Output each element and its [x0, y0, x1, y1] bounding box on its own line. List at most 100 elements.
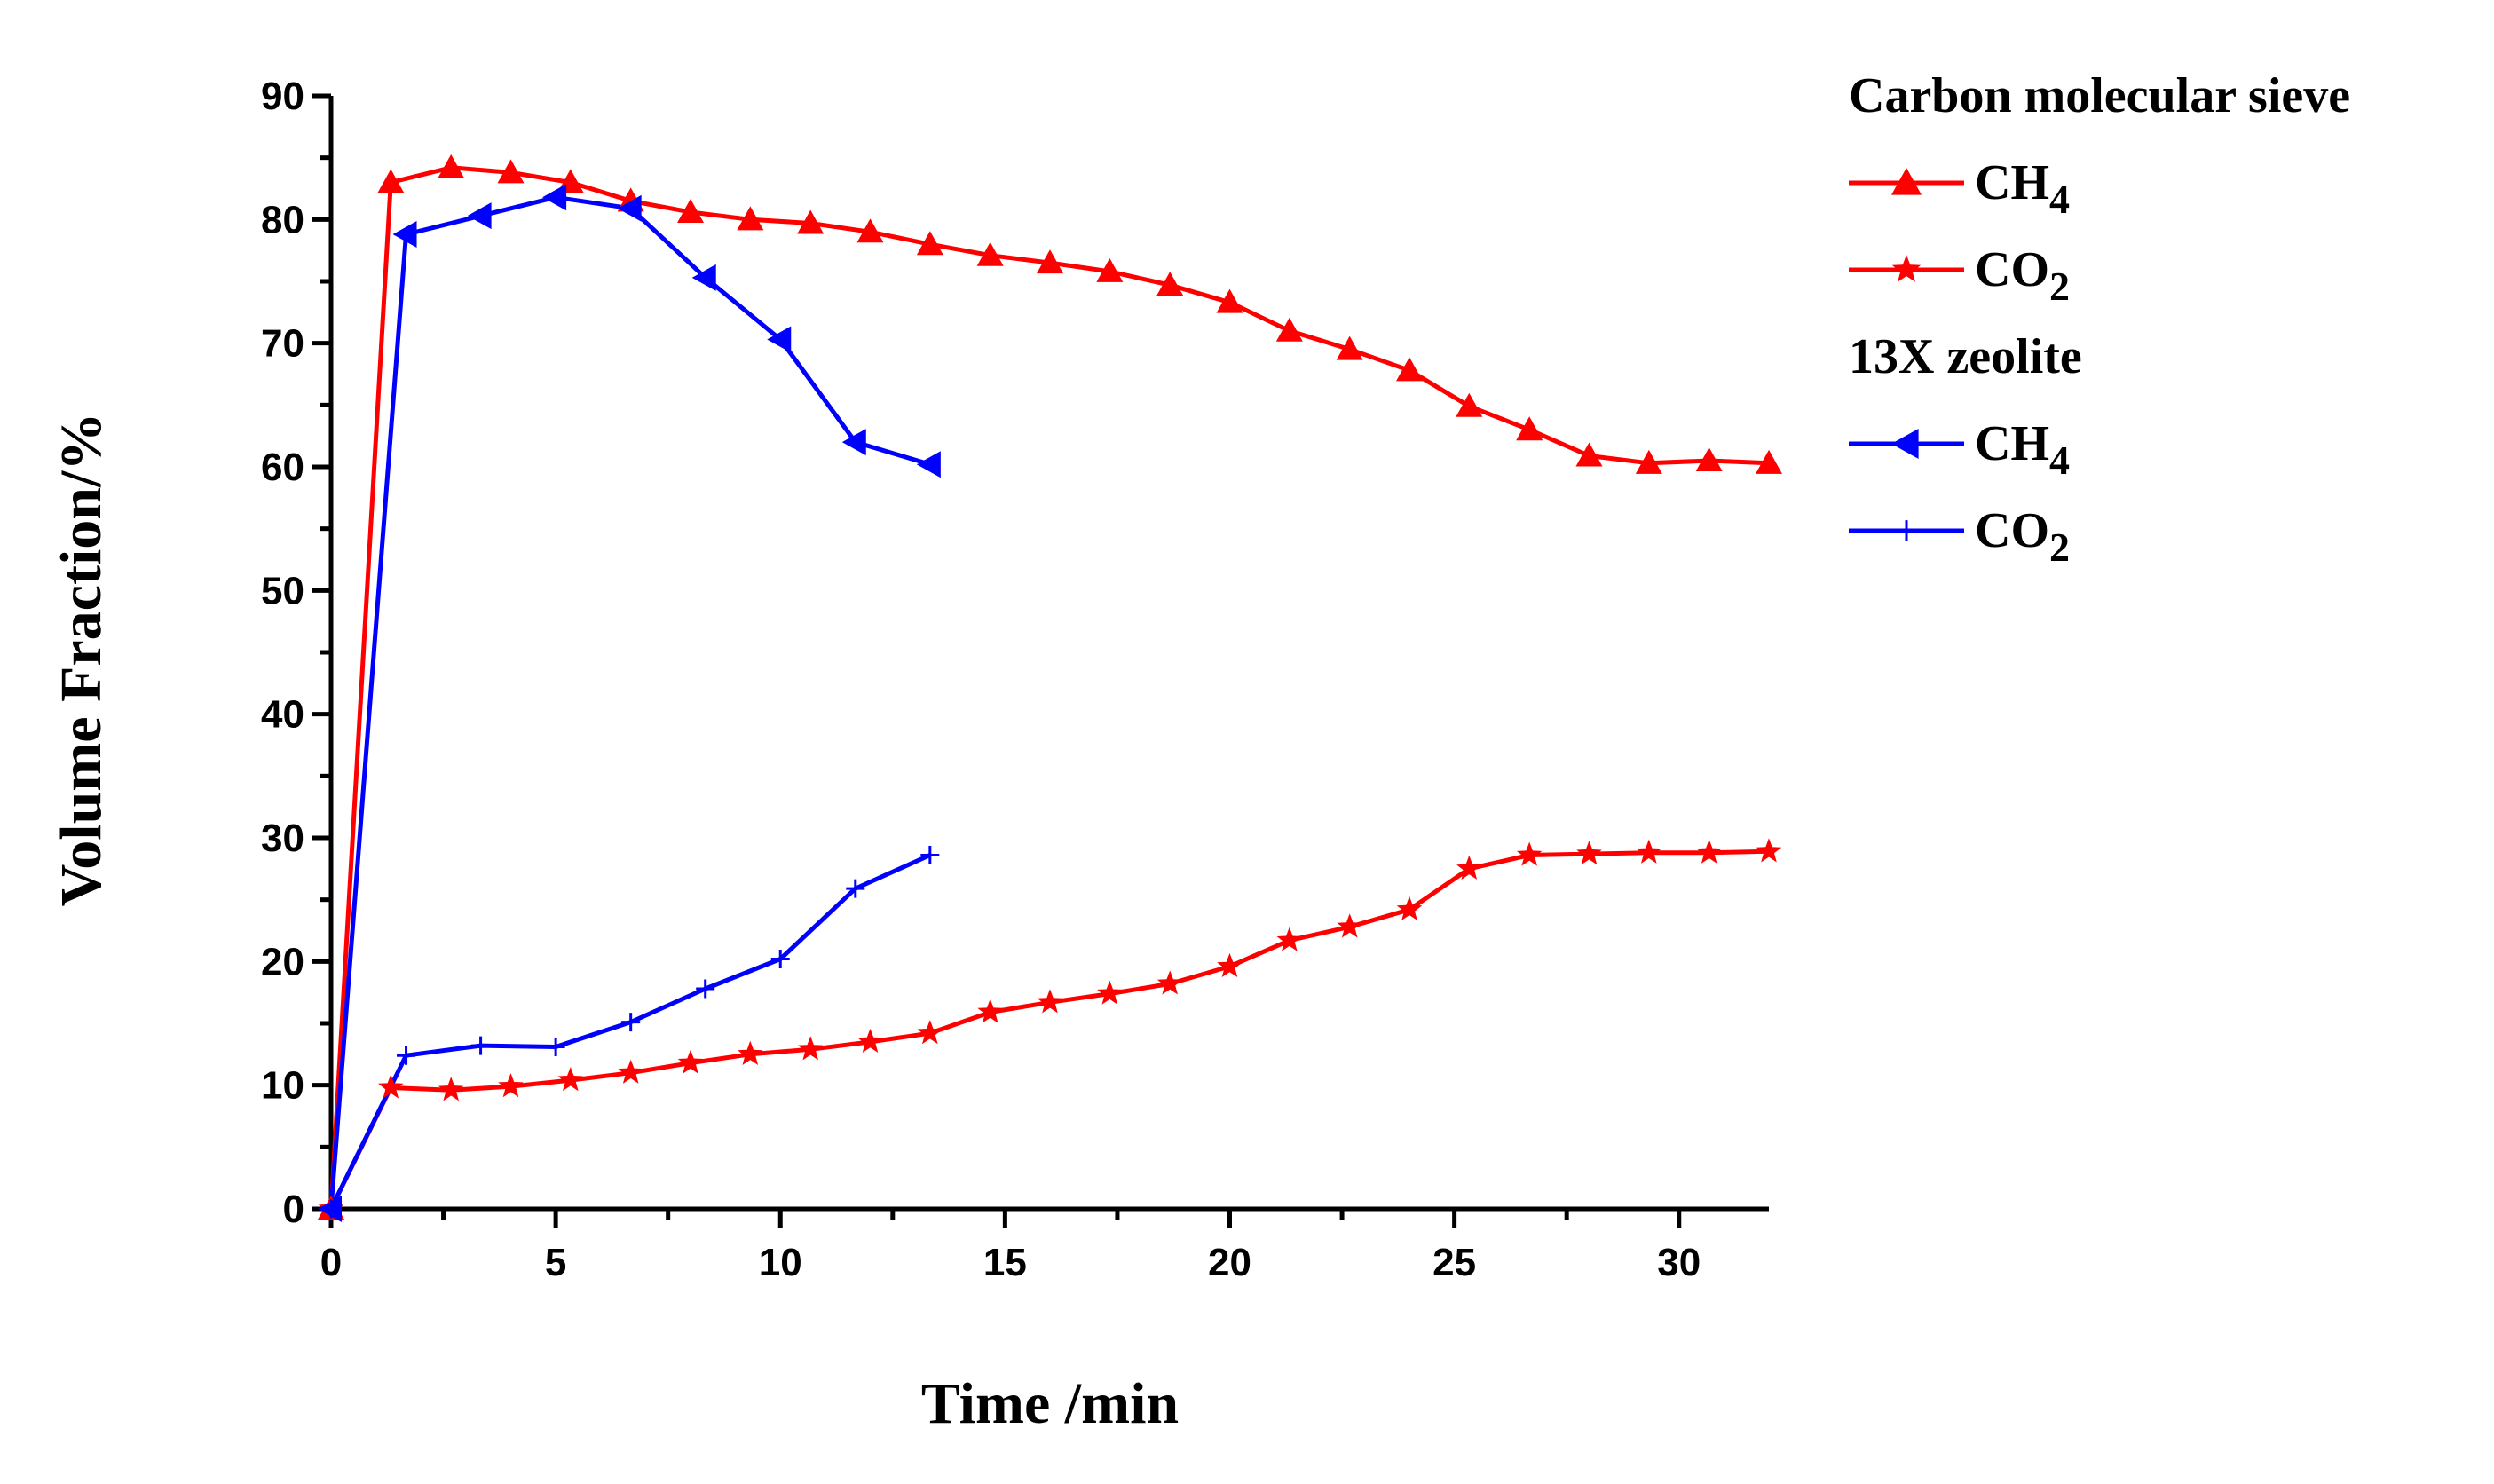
data-point — [1516, 841, 1543, 866]
data-point — [471, 1036, 491, 1055]
y-tick-label: 50 — [261, 569, 304, 612]
x-tick-label: 20 — [1208, 1241, 1251, 1284]
x-tick-label: 5 — [545, 1241, 566, 1284]
y-tick-label: 80 — [261, 198, 304, 241]
data-point — [1156, 272, 1184, 296]
data-point — [397, 1046, 416, 1065]
x-tick-label: 30 — [1657, 1241, 1701, 1284]
series-markers-2 — [318, 184, 941, 1222]
x-axis-title: Time /min — [921, 1371, 1179, 1436]
series-line-3 — [328, 853, 931, 1211]
data-point — [691, 264, 716, 291]
data-point — [737, 206, 764, 231]
data-point — [498, 1073, 524, 1098]
legend-label: CH4 — [1975, 416, 2070, 483]
data-point — [1037, 249, 1063, 274]
legend-label: CO2 — [1975, 503, 2070, 570]
x-tick-label: 0 — [320, 1241, 342, 1284]
data-point — [977, 999, 1003, 1023]
legend-label: CO2 — [1975, 242, 2070, 309]
data-point — [857, 1028, 883, 1053]
data-point — [1891, 429, 1919, 459]
series-line-1 — [328, 849, 1770, 1211]
y-axis-title: Volume Fraction/% — [49, 413, 114, 907]
data-point — [542, 184, 567, 211]
data-point — [1216, 288, 1243, 313]
series-line-2 — [328, 194, 931, 1210]
data-point — [1037, 989, 1063, 1014]
x-tick-label: 25 — [1432, 1241, 1476, 1284]
data-point — [1336, 335, 1363, 360]
data-point — [1396, 896, 1423, 920]
data-point — [976, 241, 1004, 266]
series-lines — [328, 165, 1770, 1211]
data-point — [1891, 255, 1922, 282]
data-point — [1456, 855, 1482, 880]
data-point — [621, 1013, 641, 1032]
data-point — [916, 231, 943, 256]
data-point — [1275, 317, 1303, 342]
data-point — [696, 979, 715, 999]
data-point — [677, 1049, 704, 1074]
data-point — [1276, 927, 1303, 951]
legend-label: CH4 — [1975, 155, 2070, 222]
x-tick-label: 10 — [759, 1241, 802, 1284]
data-point — [438, 154, 465, 178]
data-point — [1097, 980, 1123, 1005]
series-markers-1 — [318, 838, 1782, 1220]
data-point — [1456, 392, 1483, 417]
y-tick-label: 10 — [261, 1064, 304, 1108]
data-point — [1096, 257, 1124, 282]
data-point — [557, 1067, 584, 1092]
data-point — [770, 950, 790, 969]
data-point — [797, 209, 825, 234]
data-point — [1576, 841, 1602, 865]
x-tick-label: 15 — [983, 1241, 1027, 1284]
y-tick-label: 60 — [261, 446, 304, 489]
data-point — [1696, 839, 1722, 864]
data-point — [797, 1036, 824, 1061]
data-point — [618, 1059, 643, 1084]
chart-axes — [312, 93, 1769, 1228]
series-markers-3 — [321, 846, 940, 1219]
y-tick-label: 30 — [261, 817, 304, 860]
series-line-0 — [328, 165, 1770, 1210]
data-point — [1516, 416, 1543, 441]
data-point — [1575, 442, 1603, 467]
series-markers — [318, 154, 1782, 1222]
legend-group-title: Carbon molecular sieve — [1849, 68, 2350, 123]
data-point — [497, 159, 525, 184]
data-point — [1636, 839, 1662, 864]
data-point — [1756, 449, 1782, 474]
data-point — [917, 1020, 943, 1045]
data-point — [1217, 952, 1243, 977]
data-point — [738, 1040, 763, 1065]
data-point — [846, 879, 865, 898]
data-point — [920, 846, 940, 865]
data-point — [1396, 357, 1423, 382]
data-point — [916, 451, 941, 478]
data-point — [1896, 520, 1917, 541]
data-point — [1891, 168, 1922, 195]
data-point — [392, 221, 417, 249]
data-point — [321, 1199, 341, 1219]
data-point — [1337, 913, 1362, 938]
series-markers-0 — [318, 154, 1782, 1220]
y-tick-label: 0 — [283, 1188, 304, 1231]
data-point — [467, 202, 492, 230]
data-point — [1695, 447, 1723, 472]
data-point — [1156, 970, 1183, 995]
data-point — [617, 194, 642, 222]
legend: Carbon molecular sieve CH4 CO2 13X zeolite C… — [1849, 68, 2350, 570]
data-point — [677, 198, 704, 223]
data-point — [1635, 449, 1662, 474]
y-tick-label: 70 — [261, 322, 304, 366]
data-point — [438, 1077, 464, 1101]
legend-group-title: 13X zeolite — [1849, 329, 2082, 384]
data-point — [1756, 838, 1782, 863]
data-point — [546, 1037, 565, 1056]
y-tick-label: 90 — [261, 75, 304, 118]
tick-labels: 0 5 10 15 20 25 30 0 10 20 30 40 50 60 70 80 90 — [261, 75, 1701, 1284]
data-point — [841, 429, 866, 456]
